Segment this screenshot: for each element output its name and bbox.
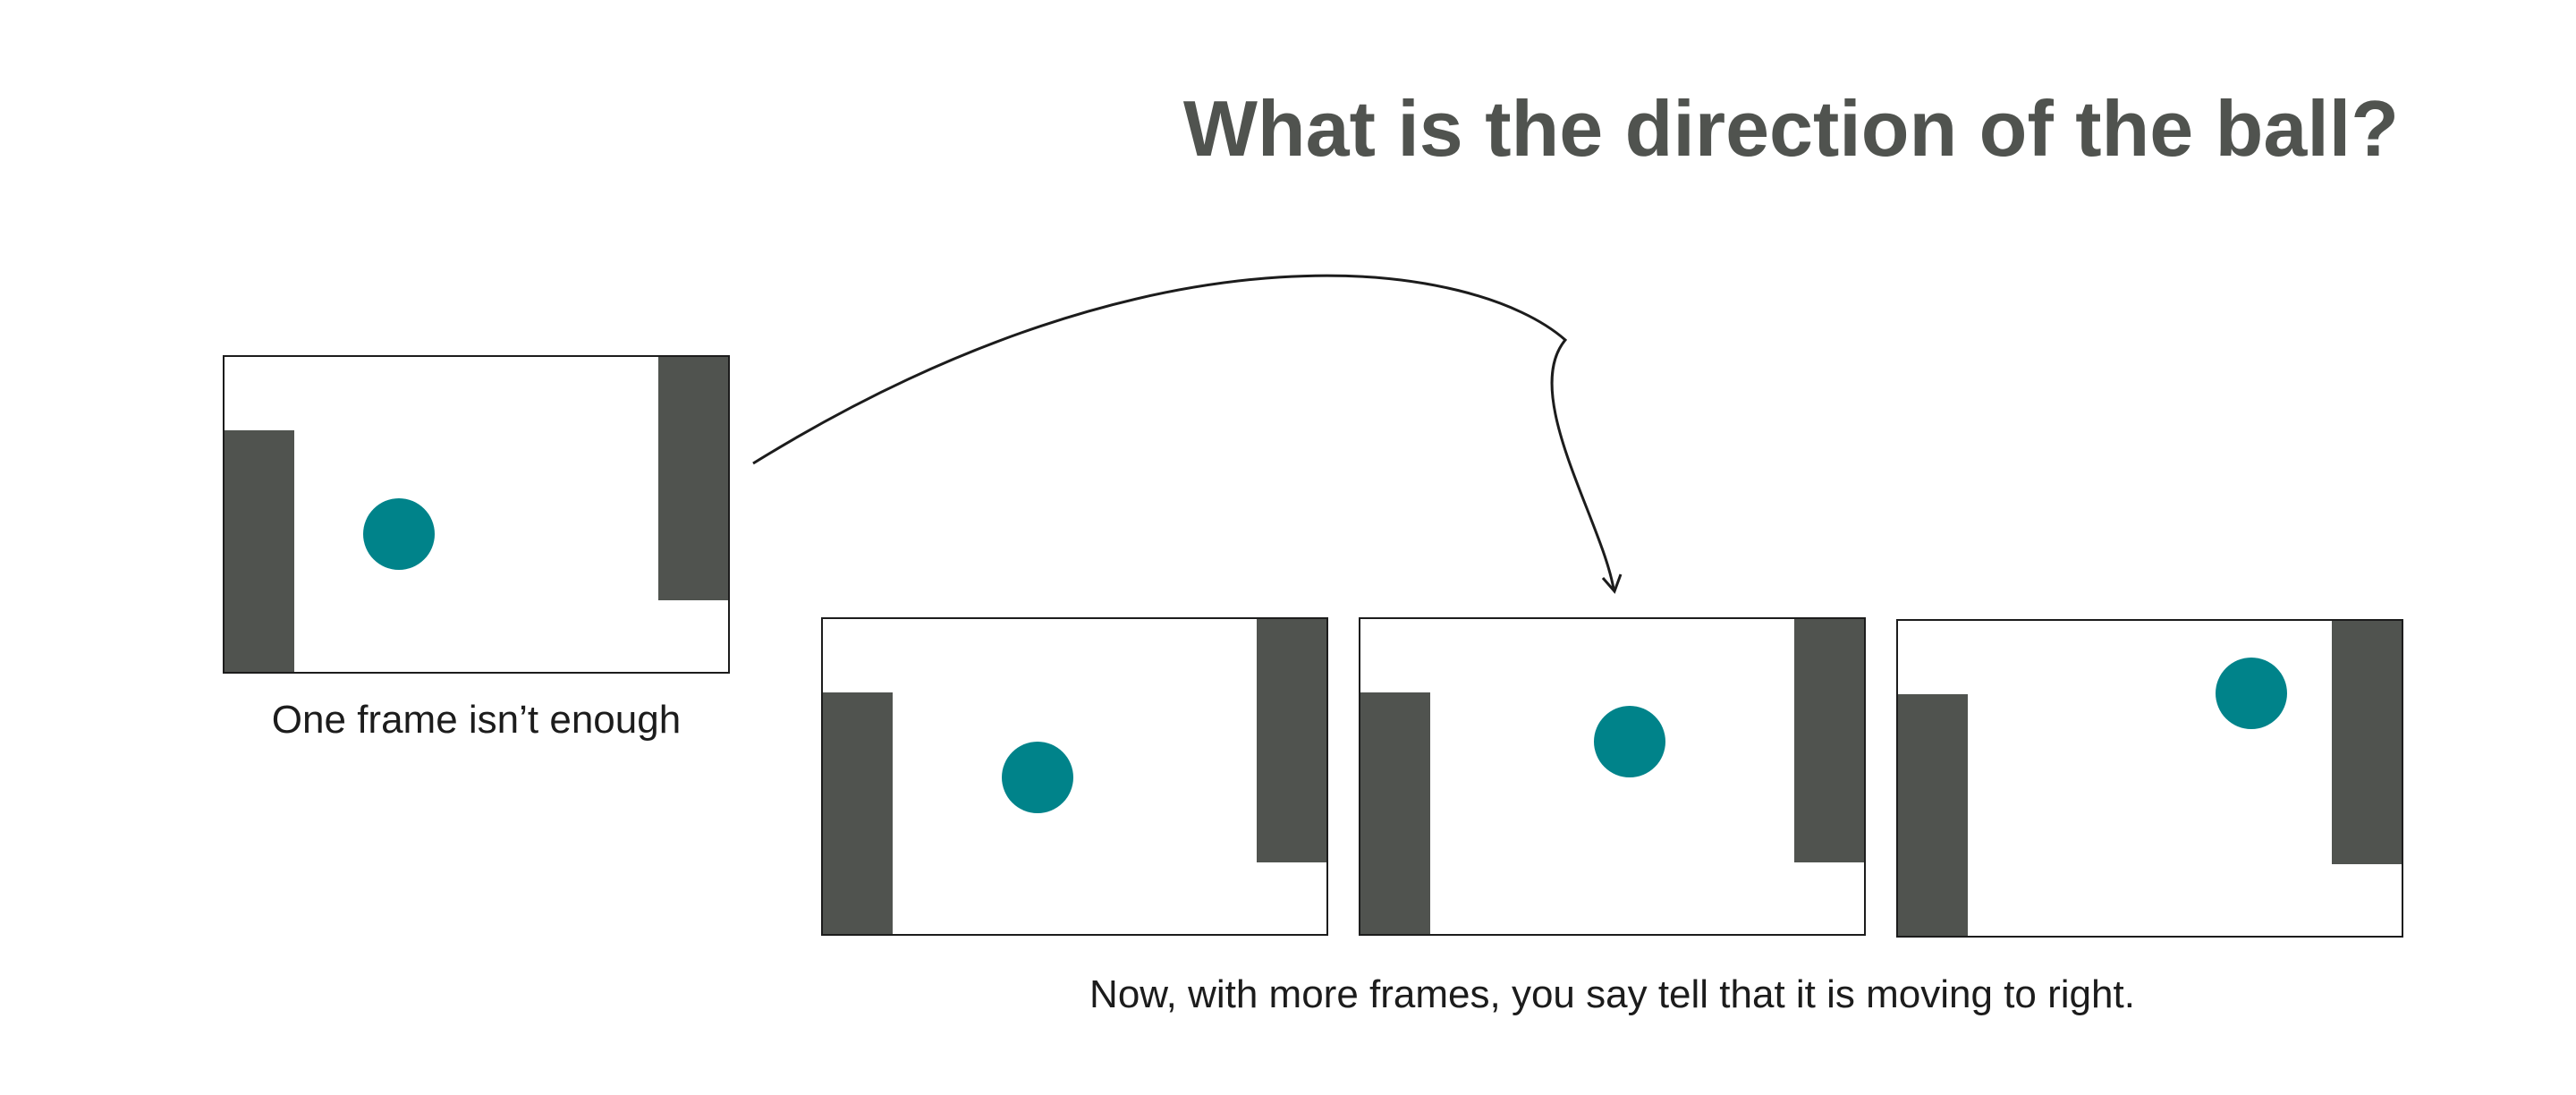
right-paddle <box>2332 621 2402 864</box>
right-paddle <box>658 357 728 600</box>
arrow-curve <box>752 274 1615 590</box>
sequence-frame-1 <box>821 617 1328 936</box>
single-frame-caption: One frame isn’t enough <box>271 698 682 742</box>
ball <box>2216 658 2287 729</box>
arrowhead-icon <box>1601 573 1623 594</box>
ball <box>363 498 435 570</box>
sequence-frame-3 <box>1896 619 2403 938</box>
sequence-caption: Now, with more frames, you say tell that… <box>1089 972 2135 1016</box>
ball <box>1594 706 1665 777</box>
ball <box>1002 742 1073 813</box>
sequence-frame-2 <box>1359 617 1866 936</box>
left-paddle <box>1360 692 1430 934</box>
page-title: What is the direction of the ball? <box>1182 84 2399 173</box>
right-paddle <box>1794 619 1864 862</box>
left-paddle <box>1898 694 1968 936</box>
left-paddle <box>823 692 893 934</box>
single-frame <box>223 355 730 674</box>
left-paddle <box>225 430 294 672</box>
right-paddle <box>1257 619 1326 862</box>
